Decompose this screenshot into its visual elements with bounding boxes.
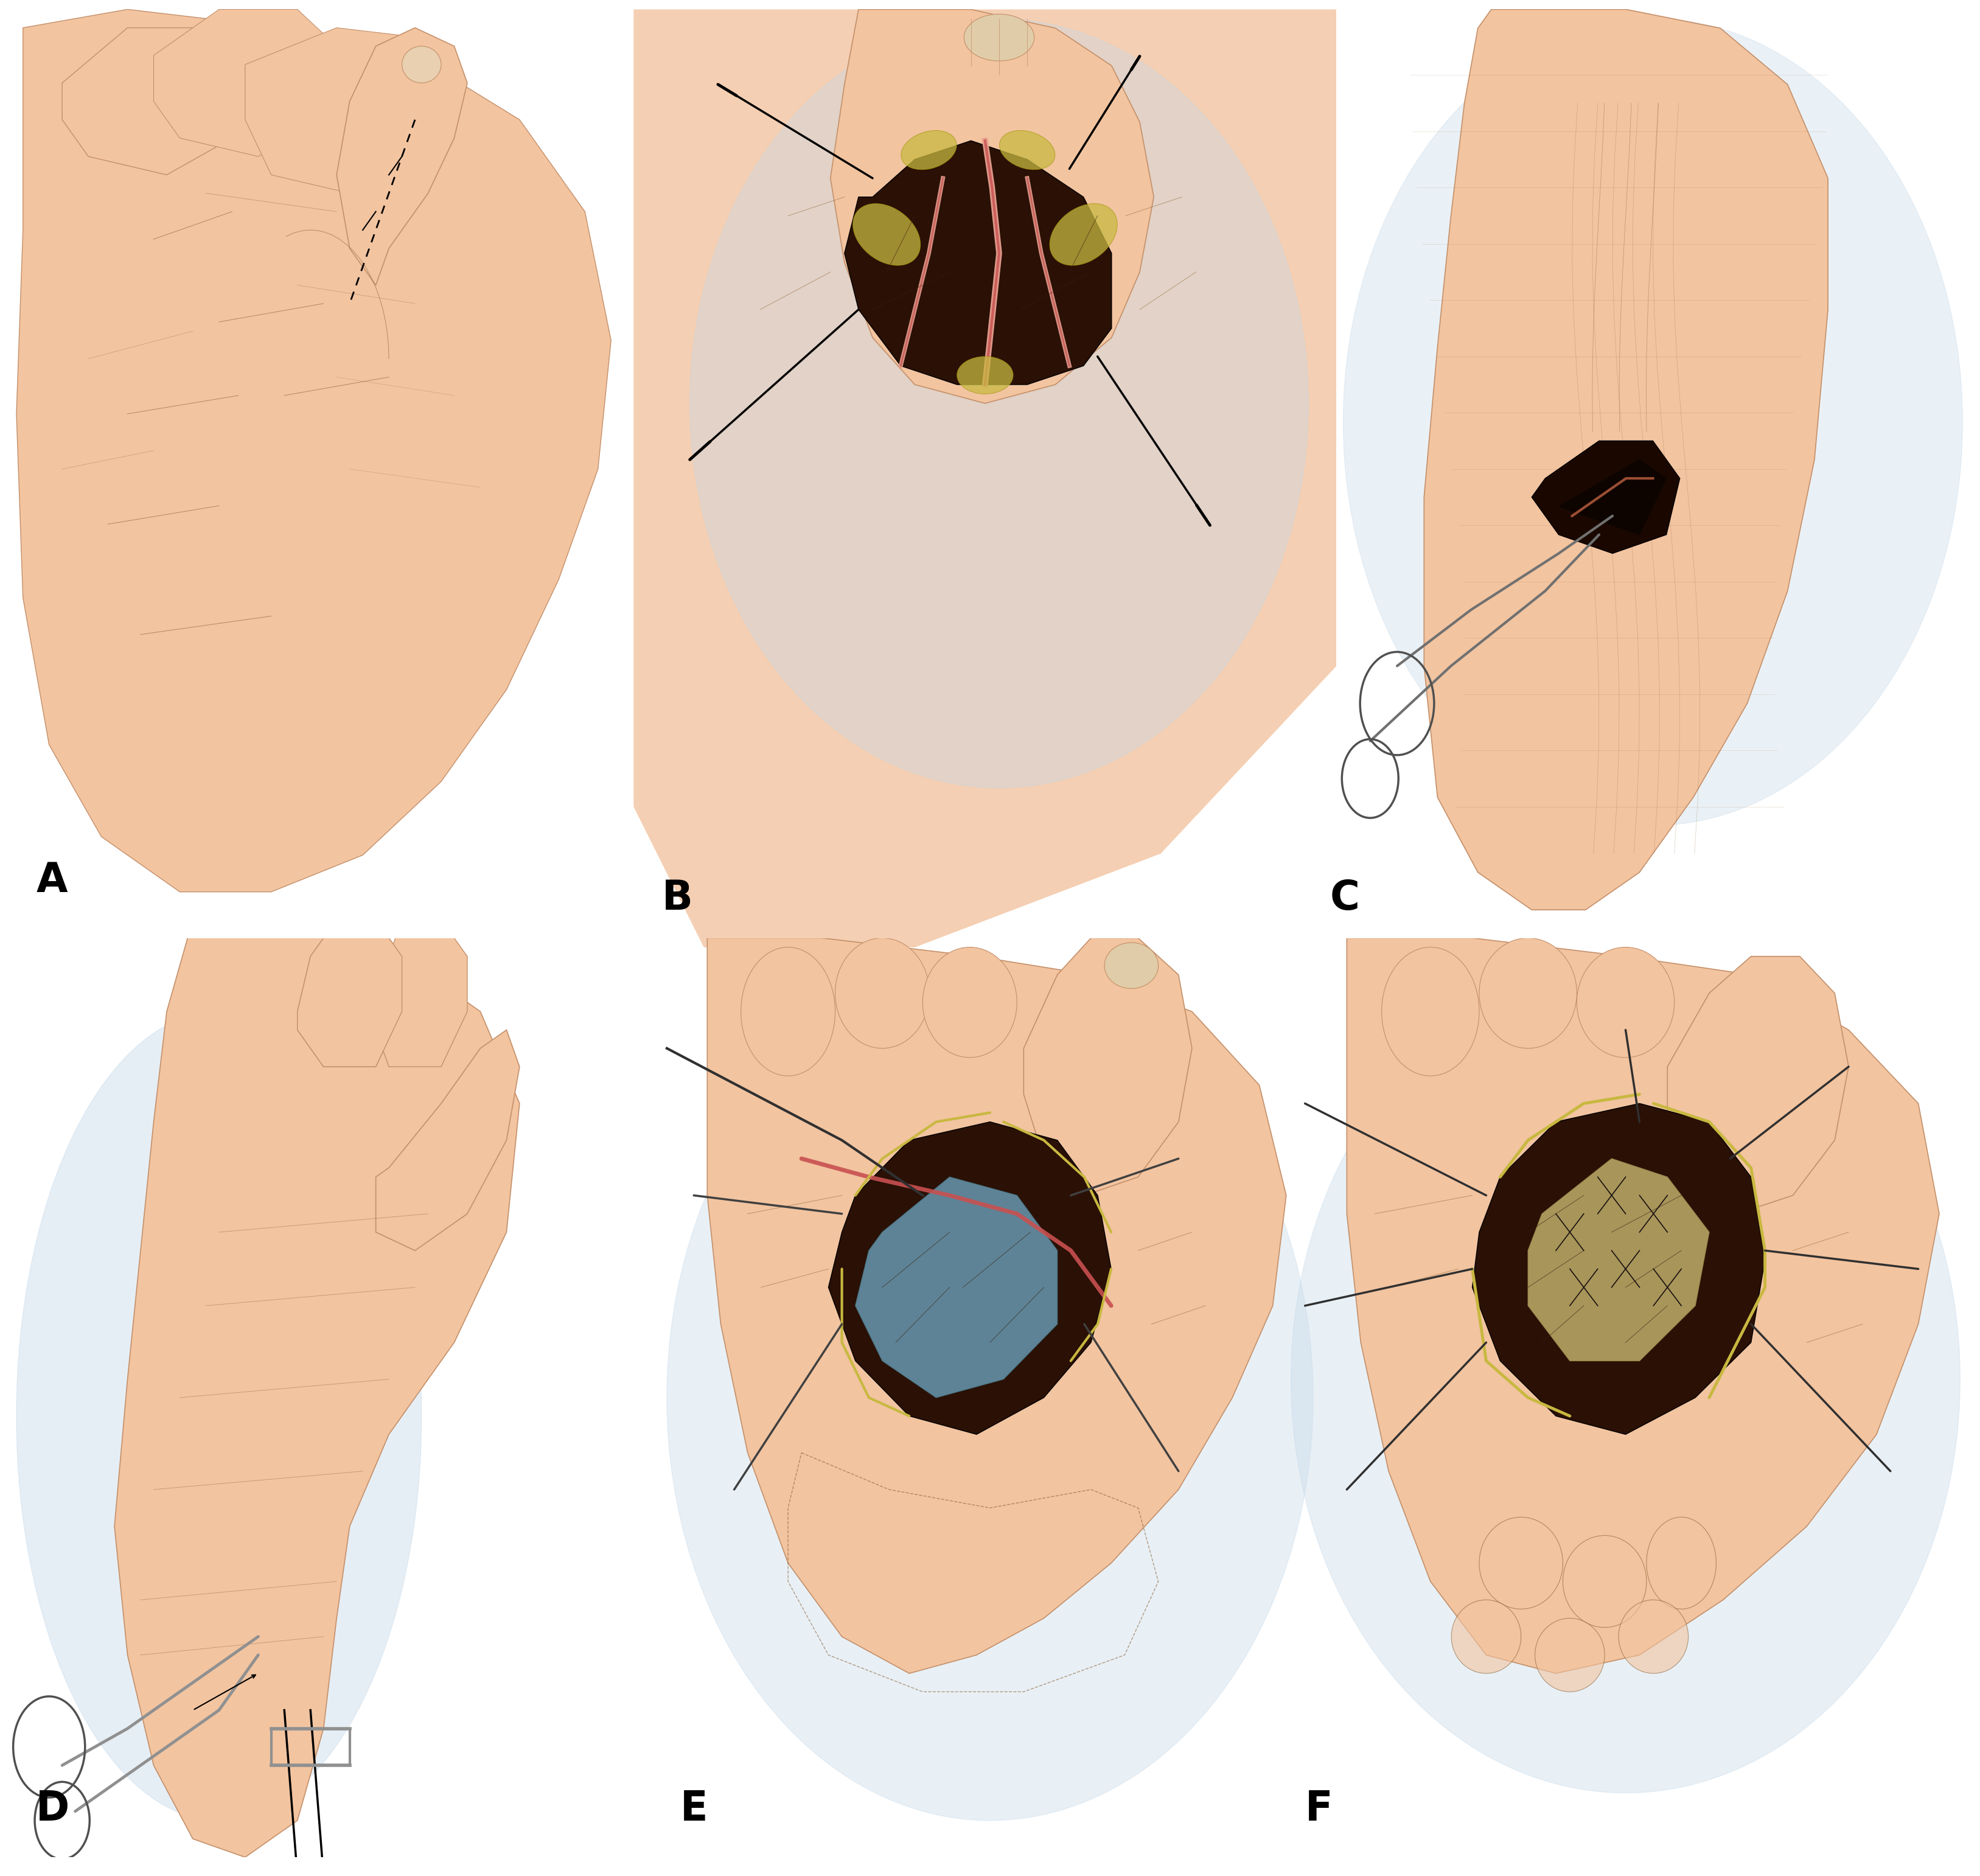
Ellipse shape: [956, 356, 1014, 394]
Polygon shape: [707, 938, 1287, 1673]
Text: F: F: [1305, 1790, 1333, 1829]
Ellipse shape: [689, 19, 1309, 788]
Ellipse shape: [1479, 938, 1576, 1049]
Ellipse shape: [667, 976, 1313, 1820]
Ellipse shape: [1451, 1600, 1521, 1673]
Polygon shape: [16, 9, 612, 891]
Ellipse shape: [901, 131, 956, 169]
Text: A: A: [36, 861, 67, 900]
Polygon shape: [1529, 1159, 1709, 1360]
Polygon shape: [154, 9, 337, 156]
Polygon shape: [376, 1030, 519, 1251]
Polygon shape: [246, 28, 442, 193]
Ellipse shape: [1618, 1600, 1689, 1673]
Polygon shape: [115, 919, 519, 1857]
Text: B: B: [661, 878, 693, 919]
Ellipse shape: [1049, 204, 1117, 265]
Ellipse shape: [1000, 131, 1055, 169]
Ellipse shape: [1562, 1535, 1647, 1626]
Ellipse shape: [16, 1011, 422, 1820]
Ellipse shape: [1647, 1518, 1717, 1610]
Ellipse shape: [1382, 947, 1479, 1077]
Polygon shape: [376, 919, 467, 1067]
Ellipse shape: [1105, 942, 1158, 989]
Polygon shape: [1473, 1103, 1764, 1435]
Polygon shape: [337, 28, 467, 285]
Polygon shape: [1667, 957, 1849, 1214]
Ellipse shape: [964, 15, 1034, 60]
Polygon shape: [1346, 938, 1938, 1673]
Polygon shape: [634, 9, 1336, 947]
Polygon shape: [61, 28, 246, 174]
Ellipse shape: [1576, 947, 1675, 1058]
Polygon shape: [297, 919, 402, 1067]
Ellipse shape: [853, 204, 921, 265]
Polygon shape: [1024, 938, 1192, 1195]
Polygon shape: [297, 919, 402, 1067]
Ellipse shape: [1534, 1619, 1604, 1692]
Ellipse shape: [1342, 19, 1962, 825]
Polygon shape: [855, 1176, 1057, 1398]
Ellipse shape: [24, 47, 493, 855]
Text: C: C: [1331, 878, 1360, 919]
Polygon shape: [1558, 460, 1667, 535]
Ellipse shape: [402, 47, 442, 83]
Polygon shape: [1533, 441, 1679, 553]
Text: D: D: [36, 1790, 69, 1829]
Text: E: E: [681, 1790, 709, 1829]
Ellipse shape: [923, 947, 1018, 1058]
Ellipse shape: [741, 947, 836, 1077]
Polygon shape: [1424, 9, 1828, 910]
Ellipse shape: [1291, 966, 1960, 1793]
Polygon shape: [843, 141, 1111, 385]
Ellipse shape: [836, 938, 929, 1049]
Ellipse shape: [1479, 1518, 1562, 1610]
Polygon shape: [828, 1122, 1111, 1435]
Polygon shape: [830, 9, 1154, 403]
